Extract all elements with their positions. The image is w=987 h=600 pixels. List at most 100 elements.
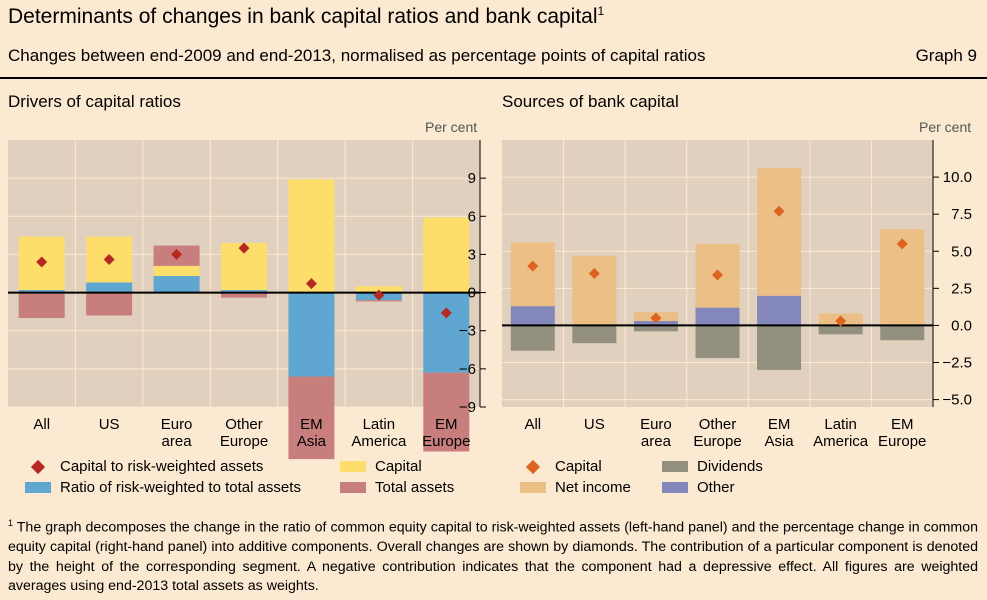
right-bar-net_income — [757, 168, 802, 296]
right-bar-net_income — [510, 242, 555, 307]
left-bar-capital — [423, 217, 470, 293]
left-bar-rwa_ratio — [288, 292, 335, 377]
left-bar-rwa_ratio — [86, 282, 133, 293]
left-y-tick-label: 6 — [468, 208, 476, 225]
header-rule — [0, 77, 987, 79]
left-y-tick-label: −3 — [459, 323, 476, 340]
right-panel-title: Sources of bank capital — [502, 92, 679, 111]
right-category-label: Other — [699, 416, 737, 433]
legend-left-total-assets: Total assets — [340, 479, 454, 496]
left-category-label: Latin — [363, 416, 396, 433]
left-bar-total_assets — [221, 292, 267, 298]
right-bar-dividends — [510, 325, 555, 351]
left-category-label: All — [33, 416, 50, 433]
left-y-tick-label: −6 — [459, 361, 476, 378]
graph-subtitle: Changes between end-2009 and end-2013, n… — [8, 46, 706, 65]
left-diamond-marker — [103, 254, 115, 266]
left-category-label: America — [351, 433, 407, 450]
legend-other-swatch — [662, 482, 688, 493]
left-category-label: Asia — [297, 433, 327, 450]
legend-diamond-swatch — [30, 459, 46, 474]
left-category-label: Europe — [220, 433, 268, 450]
left-category-label: Other — [225, 416, 263, 433]
right-diamond-marker — [588, 268, 600, 279]
right-category-label: Asia — [764, 433, 794, 450]
left-bar-rwa_ratio — [221, 290, 267, 293]
right-category-label: Euro — [640, 416, 672, 433]
right-diamond-marker — [773, 205, 785, 217]
left-bar-total_assets — [355, 300, 402, 302]
right-bar-dividends — [572, 325, 617, 344]
left-bar-rwa_ratio — [153, 276, 200, 293]
left-diamond-marker — [440, 307, 452, 319]
right-category-label: US — [584, 416, 605, 433]
right-bar-dividends — [880, 325, 925, 341]
right-y-tick-label: 10.0 — [943, 169, 972, 186]
graph-number: Graph 9 — [915, 46, 977, 65]
left-panel-title: Drivers of capital ratios — [8, 92, 181, 111]
legend-left-diamond: Capital to risk-weighted assets — [25, 458, 263, 475]
right-y-tick-label: 7.5 — [951, 206, 972, 223]
right-bar-dividends — [757, 325, 802, 370]
left-bar-capital — [355, 286, 402, 293]
left-bar-rwa_ratio — [18, 290, 65, 293]
legend-net-income-swatch — [520, 482, 546, 493]
legend-capital-diamond-swatch — [525, 459, 541, 474]
legend-right-net-income: Net income — [520, 479, 631, 496]
left-bar-total_assets — [423, 372, 470, 452]
left-category-label: Europe — [422, 433, 470, 450]
left-y-tick-label: 3 — [468, 246, 476, 263]
legend-left-rwa-ratio: Ratio of risk-weighted to total assets — [25, 479, 301, 496]
right-y-tick-label: −2.5 — [942, 355, 972, 372]
right-bar-dividends — [818, 325, 863, 335]
legend-right-capital: Capital — [520, 458, 602, 475]
right-category-label: Europe — [693, 433, 741, 450]
left-category-label: EM — [435, 416, 458, 433]
right-category-label: Europe — [878, 433, 926, 450]
right-unit-label: Per cent — [919, 119, 972, 135]
right-diamond-marker — [835, 315, 847, 327]
footnote: 1 The graph decomposes the change in the… — [8, 518, 978, 595]
right-diamond-marker — [650, 312, 662, 324]
left-bar-total_assets — [18, 292, 65, 318]
left-category-label: US — [99, 416, 120, 433]
legend-total-assets-swatch — [340, 482, 366, 493]
right-bar-other — [757, 295, 802, 326]
right-bar-other — [510, 306, 555, 326]
left-diamond-marker — [36, 256, 48, 268]
left-category-label: EM — [300, 416, 323, 433]
left-diamond-marker — [373, 289, 385, 301]
left-y-tick-label: 0 — [468, 285, 476, 302]
right-category-label: area — [641, 433, 672, 450]
legend-right-other: Other — [662, 479, 735, 496]
legend-capital-swatch — [340, 461, 366, 472]
legend-right-dividends: Dividends — [662, 458, 763, 475]
left-bar-capital — [153, 265, 200, 277]
left-category-label: area — [162, 433, 193, 450]
right-y-tick-label: −5.0 — [942, 392, 972, 409]
left-bar-capital — [288, 179, 335, 293]
right-category-label: America — [813, 433, 869, 450]
left-y-tick-label: −9 — [459, 399, 476, 416]
right-category-label: All — [524, 416, 541, 433]
right-bar-dividends — [633, 325, 678, 332]
right-category-label: EM — [891, 416, 914, 433]
left-unit-label: Per cent — [425, 119, 478, 135]
right-bar-other — [695, 307, 740, 326]
right-diamond-marker — [712, 269, 723, 281]
right-category-label: EM — [768, 416, 791, 433]
legend-dividends-swatch — [662, 461, 688, 472]
graph-title: Determinants of changes in bank capital … — [8, 4, 605, 28]
left-y-tick-label: 9 — [468, 170, 476, 187]
right-diamond-marker — [527, 260, 539, 272]
left-category-label: Euro — [161, 416, 193, 433]
left-diamond-marker — [171, 248, 183, 260]
legend-left-capital: Capital — [340, 458, 422, 475]
left-bar-total_assets — [288, 376, 335, 460]
right-diamond-marker — [896, 238, 908, 250]
right-category-label: Latin — [824, 416, 857, 433]
right-bar-net_income — [572, 255, 617, 326]
right-y-tick-label: 5.0 — [951, 243, 972, 260]
